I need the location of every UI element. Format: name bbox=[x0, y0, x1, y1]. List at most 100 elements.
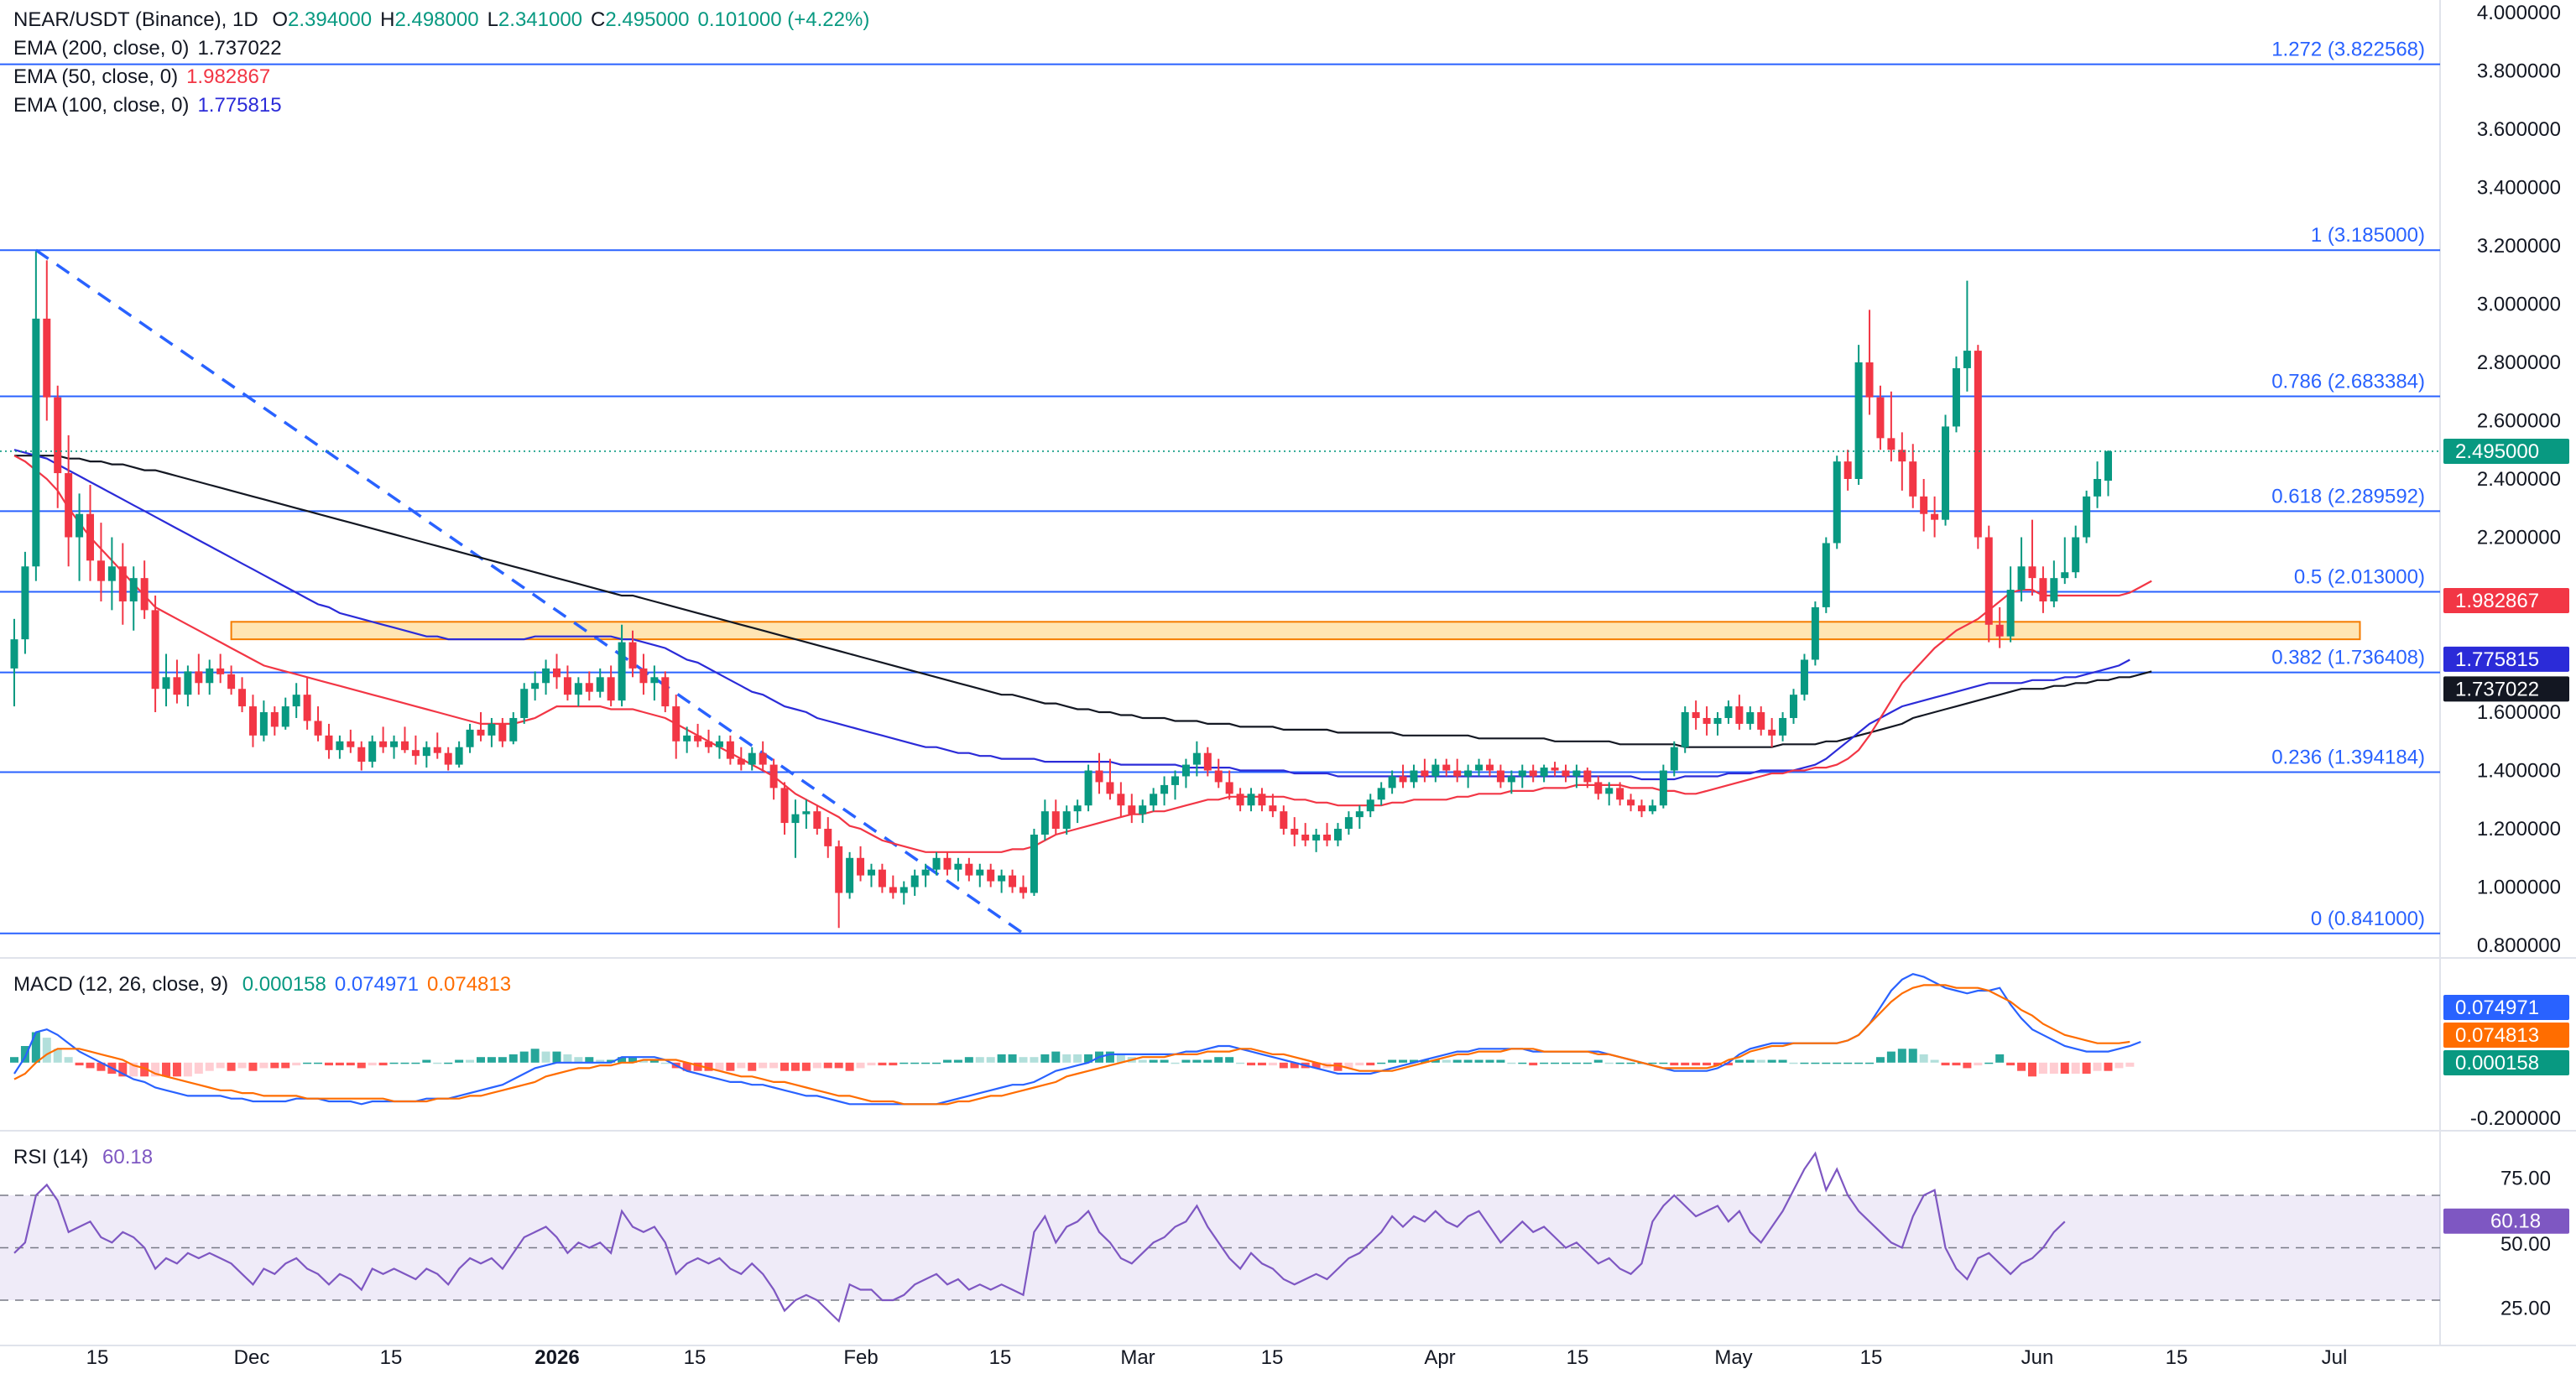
candle-body bbox=[1030, 834, 1038, 893]
ema-label[interactable]: EMA (100, close, 0) bbox=[13, 94, 190, 117]
candle-body bbox=[1117, 794, 1125, 806]
macd-histogram-bar bbox=[2104, 1062, 2113, 1071]
price-tick-label: 0.800000 bbox=[2477, 934, 2561, 957]
macd-histogram-bar bbox=[1681, 1062, 1690, 1066]
candle-body bbox=[813, 811, 821, 830]
macd-histogram-bar bbox=[660, 1062, 670, 1064]
candle-body bbox=[368, 741, 377, 762]
price-tick-label: 1.400000 bbox=[2477, 760, 2561, 783]
macd-histogram-bar bbox=[498, 1057, 507, 1063]
macd-histogram-bar bbox=[1756, 1059, 1765, 1063]
macd-histogram-bar bbox=[118, 1062, 128, 1077]
candle-body bbox=[1388, 776, 1396, 788]
candle-body bbox=[878, 869, 886, 887]
macd-histogram-bar bbox=[368, 1062, 377, 1066]
macd-histogram-bar bbox=[357, 1062, 366, 1069]
ohlc-value: 2.341000 bbox=[498, 8, 583, 31]
macd-histogram-bar bbox=[845, 1062, 854, 1071]
candle-body bbox=[650, 677, 659, 684]
candle-body bbox=[281, 706, 289, 727]
ema-value: 1.737022 bbox=[197, 37, 282, 60]
candle-body bbox=[1529, 770, 1537, 777]
macd-histogram-bar bbox=[96, 1062, 106, 1071]
candle-body bbox=[574, 683, 582, 695]
candle-body bbox=[54, 397, 62, 474]
candle-body bbox=[1062, 811, 1071, 830]
candle-body bbox=[21, 566, 29, 640]
price-tick-label: 2.200000 bbox=[2477, 527, 2561, 549]
candle-body bbox=[1203, 752, 1212, 771]
rsi-tick-label: 75.00 bbox=[2500, 1168, 2551, 1190]
ohlc-key: H bbox=[380, 8, 395, 31]
candle-body bbox=[173, 677, 181, 695]
macd-histogram-bar bbox=[1019, 1057, 1028, 1063]
macd-histogram-bar bbox=[1377, 1062, 1386, 1064]
macd-histogram-bar bbox=[2060, 1062, 2069, 1074]
candle-body bbox=[1594, 782, 1603, 794]
macd-histogram-bar bbox=[834, 1062, 843, 1069]
time-axis-label: Dec bbox=[234, 1346, 270, 1369]
macd-histogram-bar bbox=[335, 1062, 344, 1066]
candle-body bbox=[639, 668, 648, 684]
candle-body bbox=[661, 677, 670, 707]
macd-signal-line bbox=[13, 984, 2130, 1106]
candle-body bbox=[1995, 624, 2004, 637]
macd-histogram-bar bbox=[1420, 1059, 1429, 1063]
candle-body bbox=[96, 560, 105, 581]
candle-body bbox=[1692, 712, 1700, 718]
macd-histogram-bar bbox=[801, 1062, 811, 1071]
macd-histogram-bar bbox=[1583, 1062, 1592, 1064]
macd-histogram-bar bbox=[790, 1062, 800, 1071]
macd-legend-value: 0.074813 bbox=[426, 973, 512, 996]
rsi-value: 60.18 bbox=[102, 1146, 154, 1168]
candle-body bbox=[1843, 461, 1852, 479]
candle-body bbox=[1236, 794, 1244, 806]
macd-histogram-bar bbox=[1941, 1062, 1950, 1066]
candle-body bbox=[1344, 817, 1353, 830]
macd-histogram-bar bbox=[704, 1062, 713, 1071]
macd-histogram-bar bbox=[1648, 1062, 1657, 1064]
candle-body bbox=[1811, 606, 1819, 660]
ema-label[interactable]: EMA (50, close, 0) bbox=[13, 65, 179, 88]
fib-level-label: 0 (0.841000) bbox=[2311, 908, 2425, 930]
macd-histogram-bar bbox=[314, 1062, 323, 1064]
macd-histogram-bar bbox=[129, 1062, 138, 1077]
symbol-label[interactable]: NEAR/USDT (Binance), 1D bbox=[13, 8, 258, 31]
time-axis-label: 15 bbox=[2166, 1346, 2188, 1369]
supply-demand-zone bbox=[230, 621, 2361, 641]
macd-histogram-bar bbox=[237, 1062, 247, 1069]
macd-histogram-bar bbox=[856, 1062, 865, 1069]
candle-body bbox=[542, 668, 550, 684]
candle-body bbox=[1269, 805, 1277, 812]
macd-label[interactable]: MACD (12, 26, close, 9) bbox=[13, 973, 229, 996]
macd-histogram-bar bbox=[172, 1062, 181, 1077]
candle-body bbox=[1984, 537, 1993, 625]
macd-histogram-bar bbox=[1452, 1059, 1462, 1063]
candle-body bbox=[1735, 706, 1744, 724]
time-axis-label: 15 bbox=[1261, 1346, 1284, 1369]
macd-legend-value: 0.074971 bbox=[334, 973, 419, 996]
candle-body bbox=[1616, 788, 1624, 800]
candle-body bbox=[628, 642, 637, 669]
candle-body bbox=[889, 887, 897, 893]
candle-body bbox=[347, 741, 355, 747]
candle-body bbox=[607, 677, 615, 701]
time-axis-label: 15 bbox=[1567, 1346, 1589, 1369]
candle-body bbox=[1225, 782, 1233, 794]
fib-level-label: 0.382 (1.736408) bbox=[2271, 647, 2425, 669]
time-axis-label: May bbox=[1714, 1346, 1752, 1369]
macd-histogram-bar bbox=[1930, 1059, 1939, 1063]
macd-histogram-bar bbox=[1431, 1059, 1440, 1063]
candle-body bbox=[2061, 572, 2069, 579]
candle-body bbox=[1790, 695, 1798, 718]
macd-histogram-bar bbox=[748, 1062, 757, 1071]
macd-histogram-bar bbox=[639, 1059, 648, 1063]
ema-label[interactable]: EMA (200, close, 0) bbox=[13, 37, 190, 60]
candle-body bbox=[1648, 805, 1656, 812]
candle-body bbox=[1974, 351, 1982, 538]
candle-body bbox=[1670, 747, 1678, 771]
macd-histogram-bar bbox=[400, 1062, 409, 1064]
rsi-label[interactable]: RSI (14) bbox=[13, 1146, 89, 1168]
candle-body bbox=[2083, 496, 2091, 538]
